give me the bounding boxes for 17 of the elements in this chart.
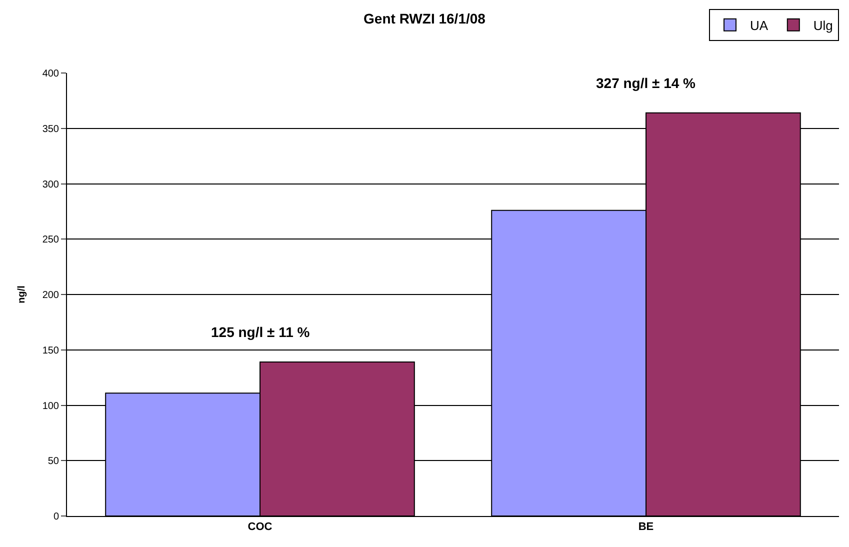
y-tick-label: 50 xyxy=(48,456,60,468)
x-tick-label: COC xyxy=(248,521,272,534)
chart-title: Gent RWZI 16/1/08 xyxy=(364,10,486,26)
y-tick-label: 300 xyxy=(42,179,60,190)
y-tick-label: 0 xyxy=(53,512,60,522)
y-tick-label: 250 xyxy=(42,234,60,246)
legend-label: UA xyxy=(750,18,768,33)
x-tick-label: BE xyxy=(638,521,654,534)
y-tick-label: 400 xyxy=(42,68,60,80)
y-axis-title: ng/l xyxy=(16,285,28,304)
legend-label: Ulg xyxy=(813,18,833,33)
annotation: 327 ng/l ± 14 % xyxy=(596,75,696,91)
y-tick-label: 350 xyxy=(42,124,60,135)
y-tick-label: 100 xyxy=(42,400,60,412)
y-tick-label: 200 xyxy=(42,290,60,301)
annotation: 125 ng/l ± 11 % xyxy=(211,324,310,340)
y-tick-label: 150 xyxy=(42,345,60,356)
